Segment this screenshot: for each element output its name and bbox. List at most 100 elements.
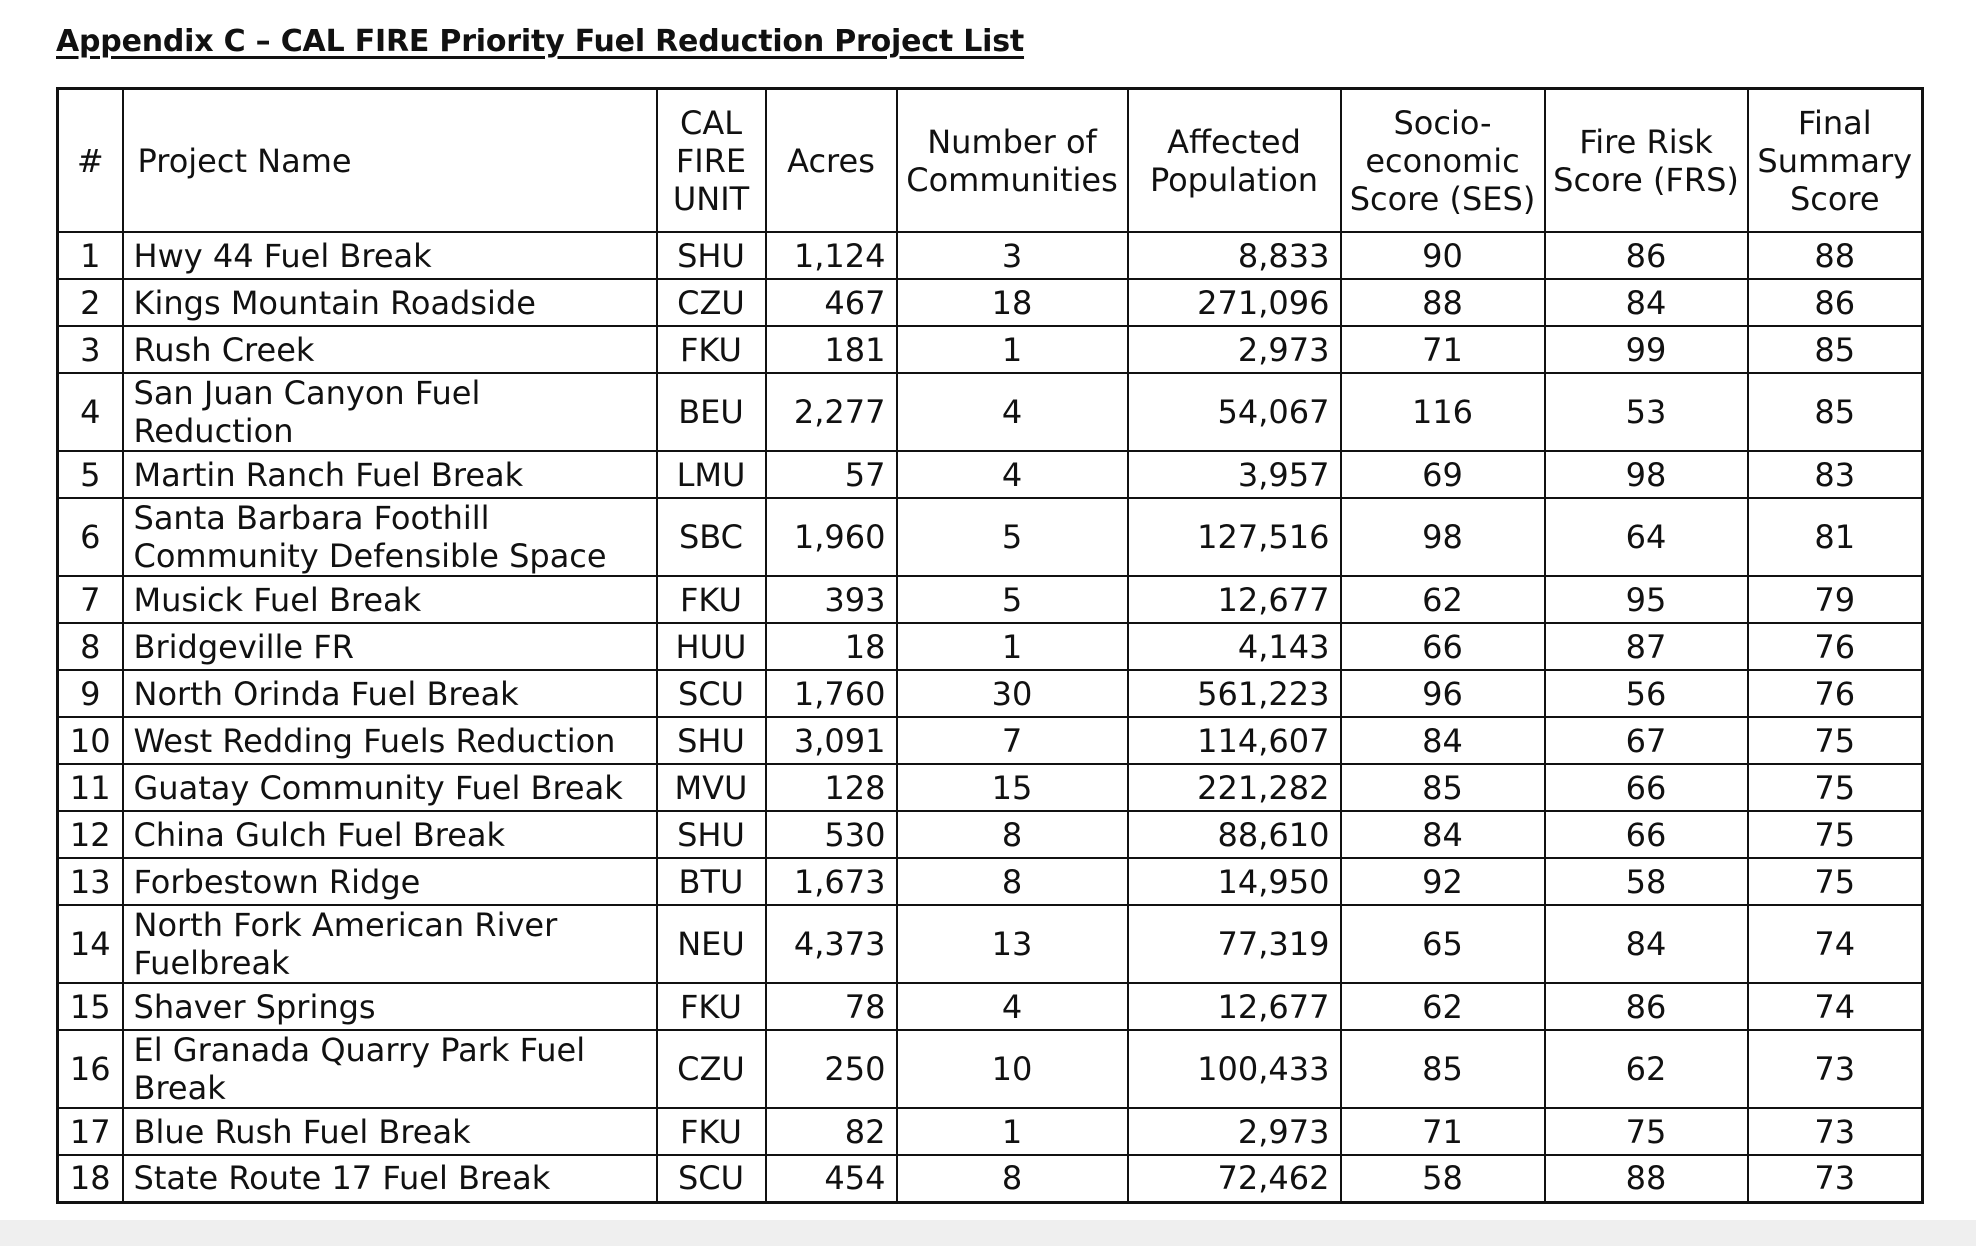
cell-communities: 7	[895, 716, 1129, 765]
viewer-bottom-bar	[0, 1220, 1976, 1246]
cell-num: 16	[56, 1029, 124, 1109]
cell-acres: 78	[764, 982, 898, 1031]
cell-acres: 530	[764, 810, 898, 859]
cell-acres: 4,373	[764, 904, 898, 984]
cell-num: 2	[56, 278, 124, 327]
cell-project-name: Kings Mountain Roadside	[121, 278, 658, 327]
cell-final-score: 75	[1746, 857, 1924, 906]
cell-communities: 4	[895, 450, 1129, 499]
cell-unit: BEU	[655, 372, 767, 452]
cell-final-score: 75	[1746, 716, 1924, 765]
cell-unit: HUU	[655, 622, 767, 671]
cell-unit: SCU	[655, 1154, 767, 1203]
cell-final-score: 73	[1746, 1029, 1924, 1109]
table-row: 4 San Juan Canyon Fuel Reduction BEU 2,277 4…	[56, 372, 1924, 452]
cell-acres: 82	[764, 1107, 898, 1156]
cell-population: 271,096	[1126, 278, 1342, 327]
cell-acres: 1,960	[764, 497, 898, 577]
cell-project-name: Martin Ranch Fuel Break	[121, 450, 658, 499]
cell-ses: 58	[1339, 1154, 1546, 1203]
cell-num: 6	[56, 497, 124, 577]
cell-communities: 8	[895, 857, 1129, 906]
col-header-acres: Acres	[764, 87, 898, 233]
table-row: 9 North Orinda Fuel Break SCU 1,760 30 561,22…	[56, 669, 1924, 718]
cell-unit: MVU	[655, 763, 767, 812]
cell-final-score: 79	[1746, 575, 1924, 624]
cell-ses: 71	[1339, 325, 1546, 374]
cell-num: 12	[56, 810, 124, 859]
cell-num: 8	[56, 622, 124, 671]
table-row: 3 Rush Creek FKU 181 1 2,973 71 99 85	[56, 325, 1924, 374]
cell-unit: LMU	[655, 450, 767, 499]
cell-frs: 86	[1543, 982, 1749, 1031]
project-table: # Project Name CAL FIRE UNIT Acres Numbe…	[56, 87, 1924, 1204]
col-header-num: #	[56, 87, 124, 233]
cell-population: 88,610	[1126, 810, 1342, 859]
table-row: 17 Blue Rush Fuel Break FKU 82 1 2,973 71 75 73	[56, 1107, 1924, 1156]
cell-communities: 8	[895, 810, 1129, 859]
cell-final-score: 76	[1746, 622, 1924, 671]
cell-frs: 84	[1543, 904, 1749, 984]
table-row: 11 Guatay Community Fuel Break MVU 128 15 221…	[56, 763, 1924, 812]
table-row: 7 Musick Fuel Break FKU 393 5 12,677 62 95 79	[56, 575, 1924, 624]
cell-num: 1	[56, 231, 124, 280]
cell-project-name: San Juan Canyon Fuel Reduction	[121, 372, 658, 452]
project-table-container: # Project Name CAL FIRE UNIT Acres Numbe…	[56, 87, 1924, 1204]
cell-num: 10	[56, 716, 124, 765]
cell-final-score: 85	[1746, 372, 1924, 452]
cell-project-name: Santa Barbara Foothill Community Defensi…	[121, 497, 658, 577]
cell-ses: 88	[1339, 278, 1546, 327]
cell-acres: 3,091	[764, 716, 898, 765]
cell-population: 72,462	[1126, 1154, 1342, 1203]
cell-final-score: 73	[1746, 1107, 1924, 1156]
cell-final-score: 75	[1746, 810, 1924, 859]
table-row: 14 North Fork American River Fuelbreak NEU…	[56, 904, 1924, 984]
cell-ses: 69	[1339, 450, 1546, 499]
cell-population: 221,282	[1126, 763, 1342, 812]
cell-num: 11	[56, 763, 124, 812]
cell-final-score: 86	[1746, 278, 1924, 327]
cell-project-name: Rush Creek	[121, 325, 658, 374]
col-header-population: Affected Population	[1126, 87, 1342, 233]
cell-acres: 18	[764, 622, 898, 671]
cell-population: 8,833	[1126, 231, 1342, 280]
cell-num: 17	[56, 1107, 124, 1156]
cell-num: 18	[56, 1154, 124, 1203]
cell-communities: 5	[895, 575, 1129, 624]
cell-frs: 66	[1543, 763, 1749, 812]
cell-communities: 3	[895, 231, 1129, 280]
cell-frs: 64	[1543, 497, 1749, 577]
cell-project-name: El Granada Quarry Park Fuel Break	[121, 1029, 658, 1109]
cell-num: 4	[56, 372, 124, 452]
cell-ses: 85	[1339, 1029, 1546, 1109]
table-body: 1 Hwy 44 Fuel Break SHU 1,124 3 8,833 90 86 88 2 K…	[56, 231, 1924, 1203]
cell-ses: 92	[1339, 857, 1546, 906]
cell-acres: 467	[764, 278, 898, 327]
cell-communities: 13	[895, 904, 1129, 984]
cell-ses: 71	[1339, 1107, 1546, 1156]
cell-ses: 65	[1339, 904, 1546, 984]
cell-project-name: Shaver Springs	[121, 982, 658, 1031]
cell-project-name: Forbestown Ridge	[121, 857, 658, 906]
cell-final-score: 74	[1746, 982, 1924, 1031]
cell-unit: SHU	[655, 810, 767, 859]
cell-final-score: 85	[1746, 325, 1924, 374]
cell-acres: 393	[764, 575, 898, 624]
cell-acres: 2,277	[764, 372, 898, 452]
cell-final-score: 88	[1746, 231, 1924, 280]
cell-communities: 15	[895, 763, 1129, 812]
cell-ses: 84	[1339, 716, 1546, 765]
cell-communities: 10	[895, 1029, 1129, 1109]
cell-population: 2,973	[1126, 1107, 1342, 1156]
cell-ses: 62	[1339, 982, 1546, 1031]
cell-population: 561,223	[1126, 669, 1342, 718]
cell-project-name: Guatay Community Fuel Break	[121, 763, 658, 812]
cell-population: 4,143	[1126, 622, 1342, 671]
cell-final-score: 83	[1746, 450, 1924, 499]
table-row: 6 Santa Barbara Foothill Community Defens…	[56, 497, 1924, 577]
cell-population: 54,067	[1126, 372, 1342, 452]
cell-communities: 1	[895, 622, 1129, 671]
cell-acres: 1,760	[764, 669, 898, 718]
page-title: Appendix C – CAL FIRE Priority Fuel Redu…	[56, 24, 1025, 59]
col-header-ses: Socio-economic Score (SES)	[1339, 87, 1546, 233]
